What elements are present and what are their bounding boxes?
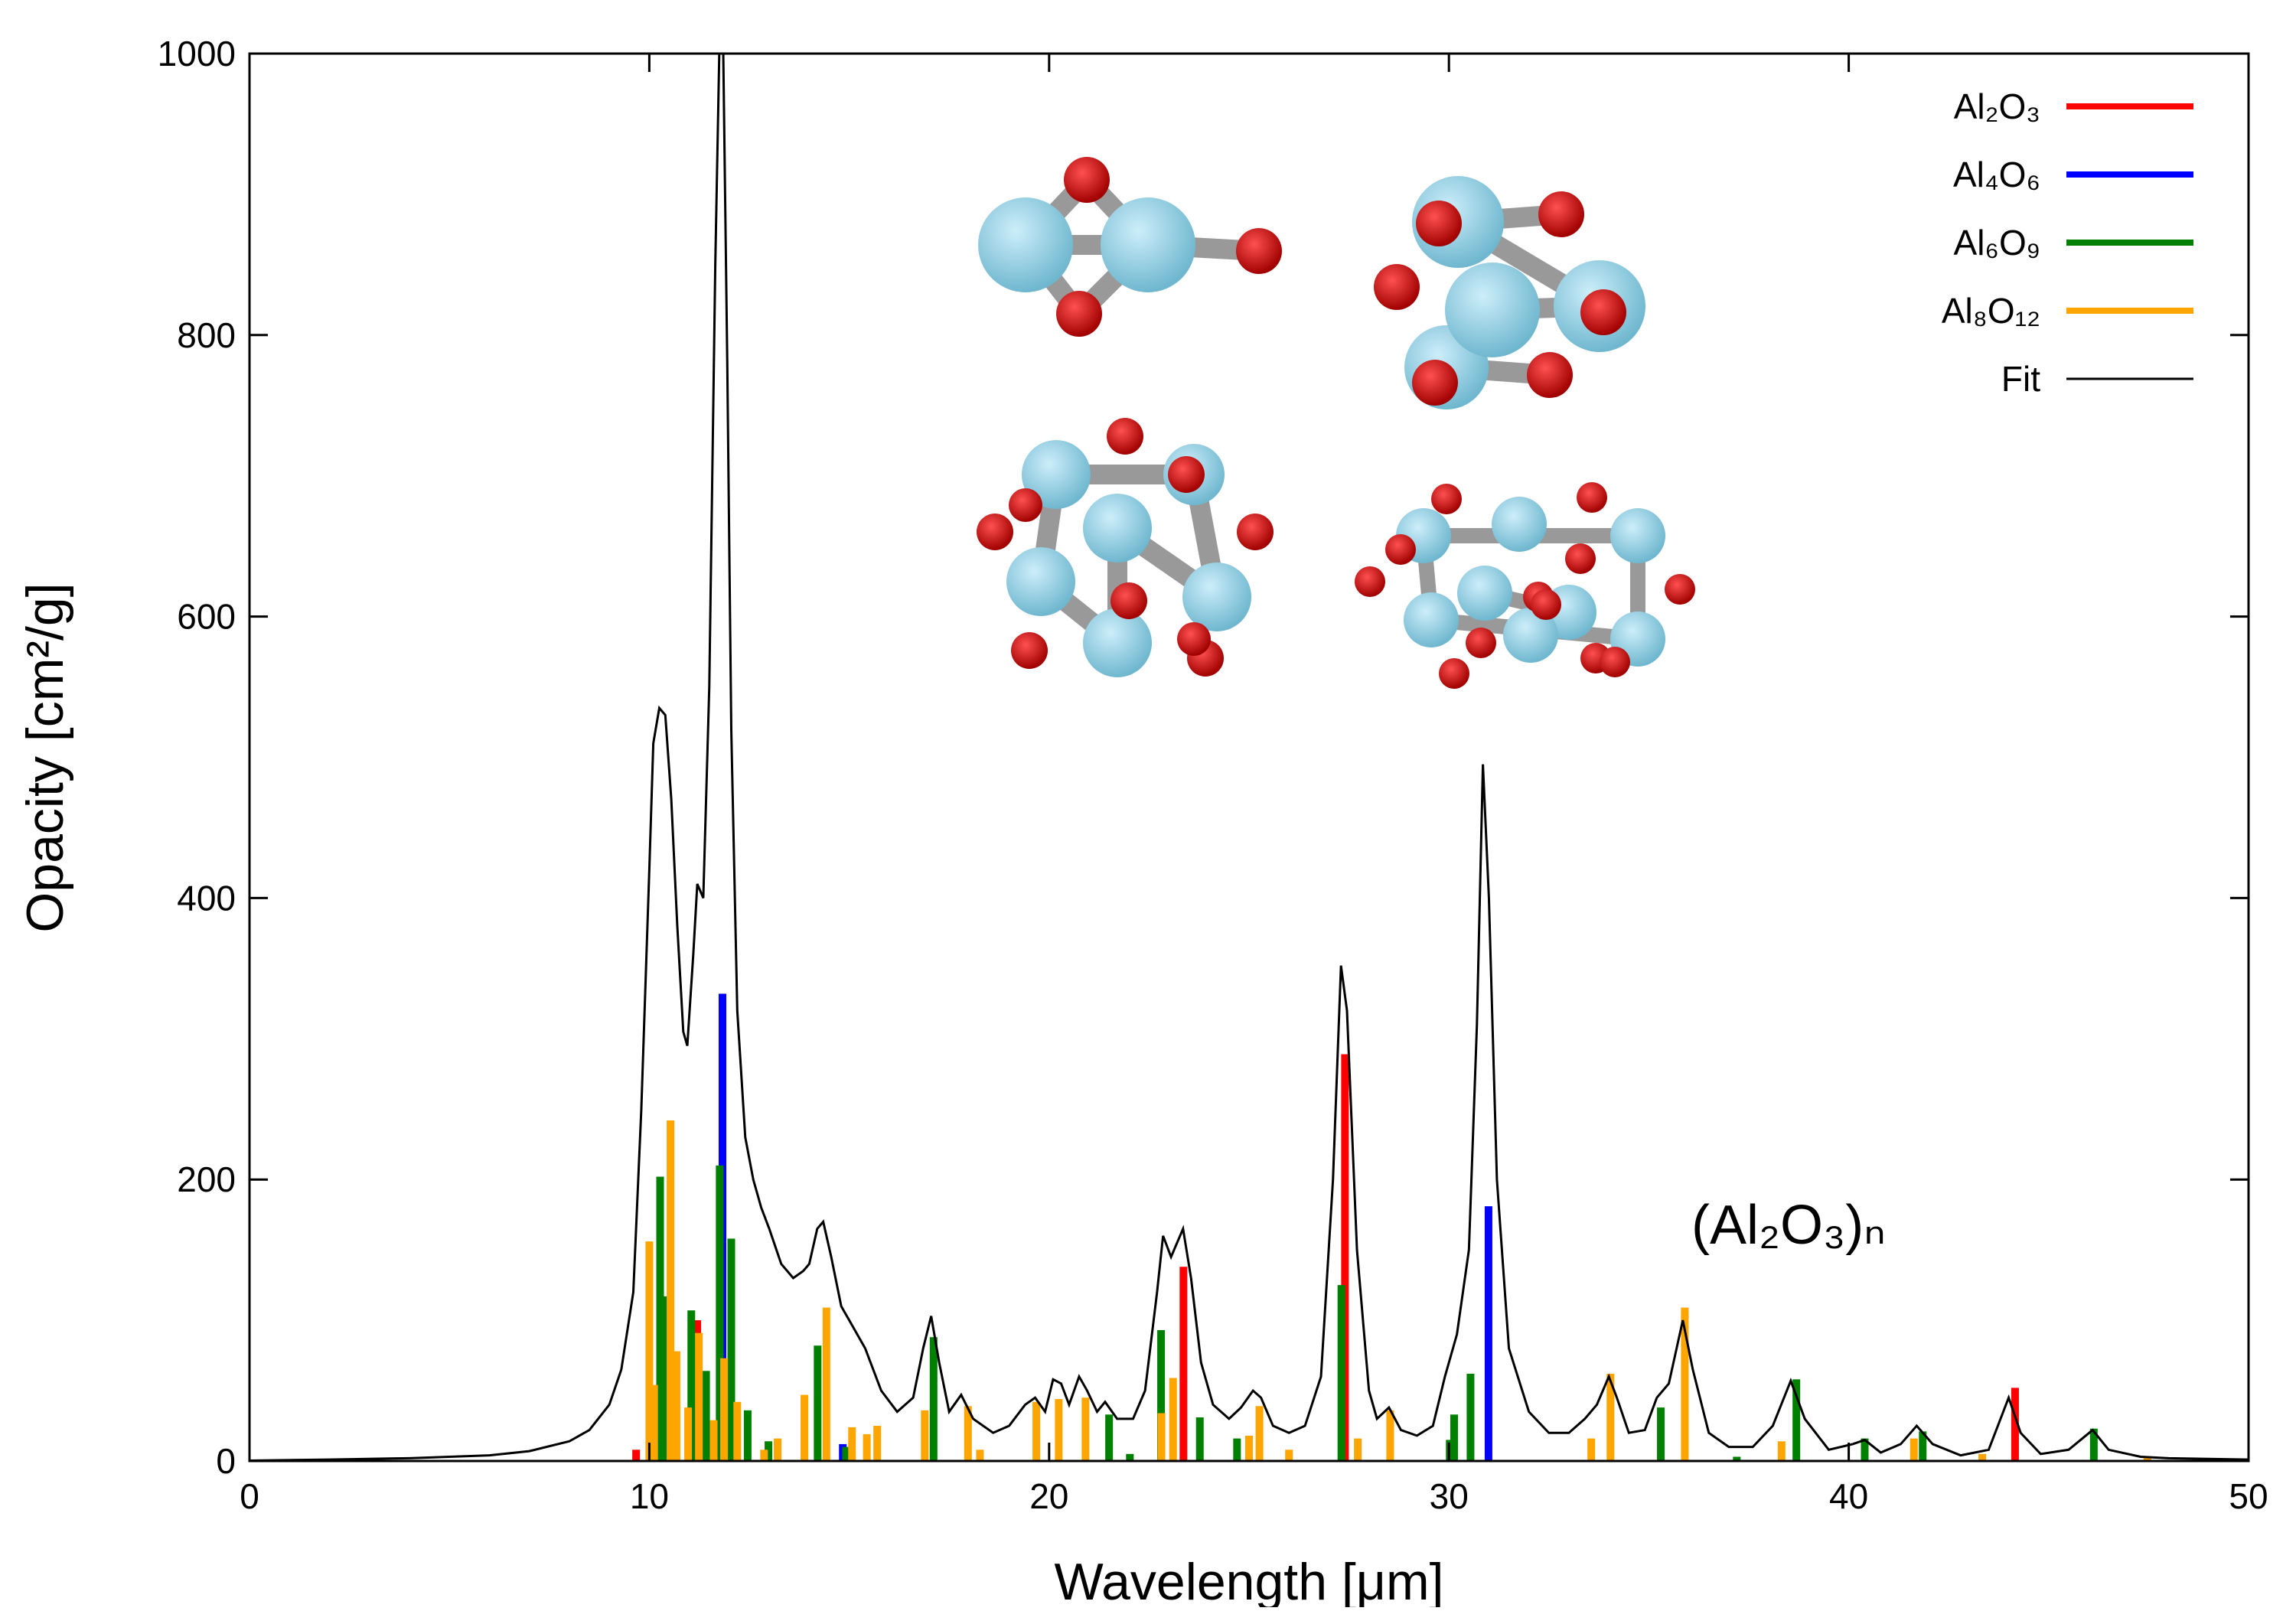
bar xyxy=(716,1165,724,1461)
y-tick-label: 1000 xyxy=(158,34,236,73)
bar xyxy=(1157,1413,1166,1461)
bar xyxy=(2089,1428,2098,1461)
bar xyxy=(702,1371,710,1461)
bar xyxy=(650,1384,658,1461)
molecule-al8o12 xyxy=(1355,482,1695,689)
bar xyxy=(1792,1379,1801,1461)
bar xyxy=(1450,1414,1458,1461)
bar xyxy=(863,1434,871,1461)
bar xyxy=(1195,1417,1204,1461)
bar xyxy=(1919,1431,1927,1461)
y-tick-label: 400 xyxy=(177,878,236,918)
bar xyxy=(1484,1206,1492,1461)
x-tick-label: 30 xyxy=(1430,1476,1469,1516)
legend-label: Al₆O₉ xyxy=(1954,223,2040,263)
bar xyxy=(1733,1456,1741,1461)
bar xyxy=(1777,1441,1786,1461)
bar xyxy=(1032,1401,1041,1461)
plot-frame xyxy=(248,52,2250,1463)
bar xyxy=(964,1406,972,1461)
bar xyxy=(774,1438,782,1461)
bar xyxy=(921,1410,929,1461)
bar xyxy=(822,1307,830,1461)
bar xyxy=(842,1446,850,1461)
bar xyxy=(684,1407,693,1461)
bar xyxy=(1126,1453,1134,1461)
bar xyxy=(1157,1329,1166,1461)
bar xyxy=(733,1401,742,1461)
bar xyxy=(1466,1373,1475,1461)
bar xyxy=(695,1332,703,1461)
fit-line xyxy=(249,54,2249,1461)
y-tick-label: 600 xyxy=(177,597,236,637)
bar xyxy=(662,1296,670,1461)
bar xyxy=(1169,1378,1177,1461)
legend-label: Al₂O₃ xyxy=(1954,86,2040,126)
bar xyxy=(1341,1054,1349,1461)
bar xyxy=(765,1441,773,1461)
bar xyxy=(656,1176,664,1461)
x-tick-label: 0 xyxy=(240,1476,259,1516)
molecule-al2o3 xyxy=(978,157,1282,337)
x-tick-label: 10 xyxy=(630,1476,669,1516)
molecule-illustrations xyxy=(977,157,1695,689)
bar xyxy=(667,1120,675,1461)
y-tick-label: 0 xyxy=(216,1441,236,1481)
bar xyxy=(1105,1414,1114,1461)
bar xyxy=(1681,1307,1689,1461)
plot-marks xyxy=(249,54,2249,1461)
bar xyxy=(709,1420,718,1461)
bar xyxy=(1386,1410,1394,1461)
y-tick-label: 800 xyxy=(177,315,236,355)
bar xyxy=(1978,1453,1987,1461)
bar xyxy=(801,1394,809,1461)
bar xyxy=(848,1427,856,1461)
legend-label: Al₈O₁₂ xyxy=(1942,291,2040,331)
bar xyxy=(645,1241,654,1461)
molecule-al4o6 xyxy=(1374,176,1645,409)
legend-label: Fit xyxy=(2001,359,2040,399)
bar xyxy=(929,1337,938,1461)
bar xyxy=(1179,1267,1188,1461)
bar xyxy=(687,1310,696,1461)
bar xyxy=(727,1238,735,1461)
bar xyxy=(743,1410,752,1461)
bar xyxy=(2143,1456,2151,1461)
bar xyxy=(814,1345,822,1461)
bar xyxy=(1354,1438,1362,1461)
legend-label: Al₄O₆ xyxy=(1953,155,2040,194)
bar xyxy=(976,1450,984,1461)
molecule-al6o9 xyxy=(977,418,1274,677)
bar xyxy=(1233,1438,1241,1461)
bar xyxy=(1587,1438,1596,1461)
bar xyxy=(720,1358,729,1461)
x-tick-label: 20 xyxy=(1029,1476,1068,1516)
bar xyxy=(1285,1450,1293,1461)
bar xyxy=(1255,1406,1264,1461)
bar xyxy=(1055,1399,1063,1461)
annotation: (Al₂O₃)ₙ xyxy=(1691,1195,1886,1256)
bar xyxy=(2011,1388,2019,1461)
x-tick-label: 40 xyxy=(1829,1476,1868,1516)
bar xyxy=(1606,1373,1615,1461)
y-tick-label: 200 xyxy=(177,1159,236,1199)
bar xyxy=(1657,1407,1665,1461)
y-axis-title: Opacity [cm²/g] xyxy=(16,582,74,932)
bar xyxy=(1337,1285,1345,1461)
bar xyxy=(1861,1438,1869,1461)
bar xyxy=(760,1450,768,1461)
bar xyxy=(1081,1397,1090,1461)
x-tick-label: 50 xyxy=(2229,1476,2268,1516)
bar xyxy=(1910,1438,1918,1461)
bar xyxy=(632,1450,641,1461)
bar xyxy=(672,1351,680,1461)
x-axis-title: Wavelength [μm] xyxy=(1054,1553,1443,1607)
bar xyxy=(1245,1435,1253,1461)
bar xyxy=(873,1426,882,1461)
